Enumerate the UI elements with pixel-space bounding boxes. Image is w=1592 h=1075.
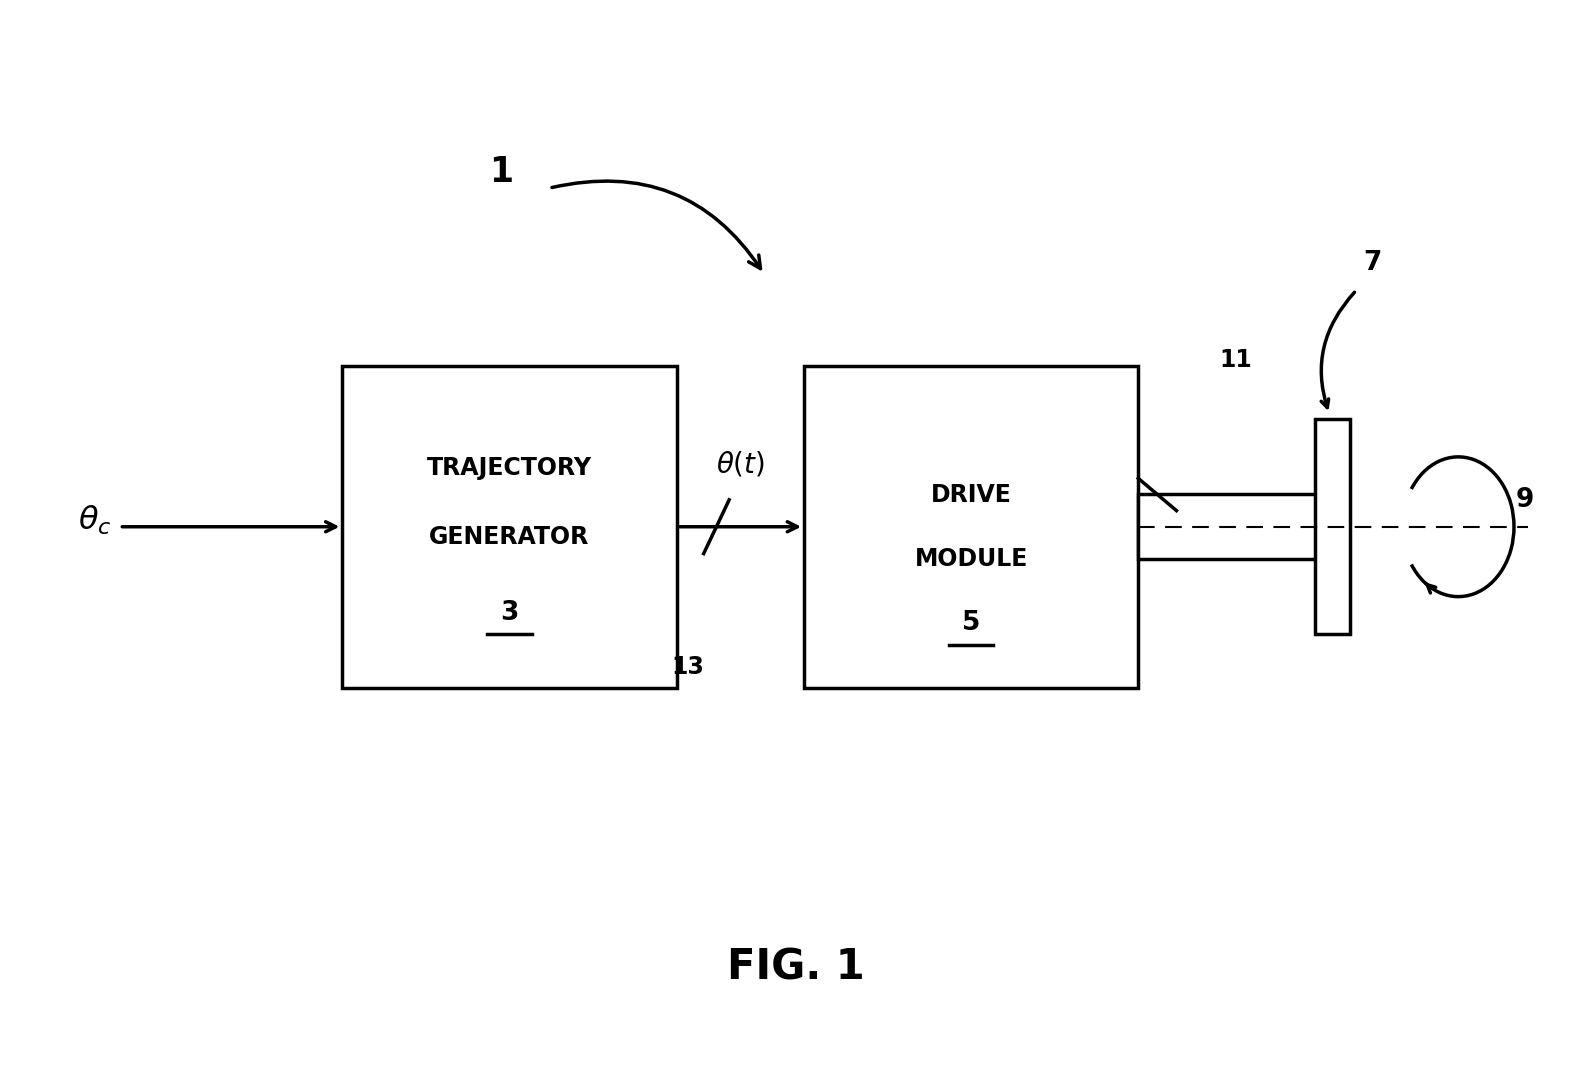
Text: TRAJECTORY: TRAJECTORY: [427, 456, 592, 479]
Text: 5: 5: [962, 611, 981, 636]
Text: FIG. 1: FIG. 1: [728, 946, 864, 989]
Text: MODULE: MODULE: [914, 547, 1028, 571]
Text: 11: 11: [1219, 348, 1251, 372]
Text: 3: 3: [500, 600, 519, 626]
Text: 1: 1: [489, 155, 514, 189]
Bar: [1315, 419, 1350, 634]
Bar: [1138, 494, 1337, 559]
Text: 7: 7: [1363, 250, 1382, 276]
Text: 9: 9: [1516, 487, 1535, 513]
Bar: [804, 366, 1138, 688]
Text: DRIVE: DRIVE: [931, 483, 1011, 506]
Text: $\theta_c$: $\theta_c$: [78, 503, 111, 538]
Bar: [342, 366, 677, 688]
Text: GENERATOR: GENERATOR: [430, 526, 589, 549]
Text: $\theta(t)$: $\theta(t)$: [716, 449, 764, 478]
Text: 13: 13: [672, 655, 704, 678]
